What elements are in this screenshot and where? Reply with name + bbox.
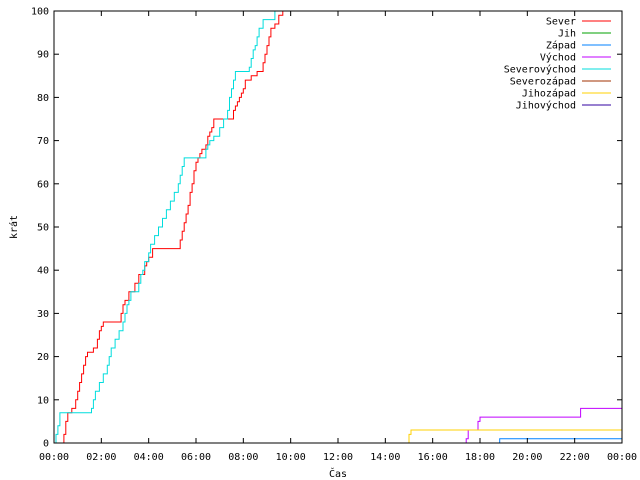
y-tick-label: 80 bbox=[37, 93, 49, 104]
y-tick-label: 90 bbox=[37, 50, 49, 61]
y-tick-label: 40 bbox=[37, 266, 49, 277]
y-tick-label: 60 bbox=[37, 179, 49, 190]
y-tick-label: 20 bbox=[37, 352, 49, 363]
legend-label: Severozápad bbox=[510, 76, 576, 88]
x-tick-label: 12:00 bbox=[323, 452, 353, 463]
y-tick-label: 50 bbox=[37, 223, 49, 234]
legend-label: Jihovýchod bbox=[516, 100, 576, 112]
y-tick-label: 10 bbox=[37, 395, 49, 406]
x-axis-ticks: 00:00 02:00 04:00 06:00 08:00 10:00 12:00 14:00… bbox=[39, 11, 637, 463]
x-tick-label: 04:00 bbox=[134, 452, 164, 463]
x-tick-label: 18:00 bbox=[465, 452, 495, 463]
legend-label: Sever bbox=[546, 17, 576, 28]
x-tick-label: 06:00 bbox=[181, 452, 211, 463]
x-axis-label: Čas bbox=[329, 467, 347, 480]
x-tick-label: 22:00 bbox=[560, 452, 590, 463]
series-line-1 bbox=[61, 10, 622, 444]
legend: SeverJihZápadVýchodSeverovýchodSeverozáp… bbox=[504, 17, 611, 112]
y-axis-label: krát bbox=[8, 215, 20, 239]
x-tick-label: 00:00 bbox=[607, 452, 637, 463]
x-tick-label: 02:00 bbox=[86, 452, 116, 463]
legend-label: Východ bbox=[540, 52, 576, 64]
series-line-5 bbox=[54, 10, 622, 444]
x-tick-label: 10:00 bbox=[276, 452, 306, 463]
legend-label: Jihozápad bbox=[522, 88, 576, 100]
legend-label: Severovýchod bbox=[504, 64, 576, 76]
legend-label: Jih bbox=[558, 29, 576, 40]
y-tick-label: 0 bbox=[43, 439, 49, 450]
x-tick-label: 14:00 bbox=[370, 452, 400, 463]
y-axis-ticks: 0 10 20 30 40 50 60 70 80 90 100 bbox=[31, 7, 622, 450]
y-tick-label: 30 bbox=[37, 309, 49, 320]
x-tick-label: 00:00 bbox=[39, 452, 69, 463]
legend-label: Západ bbox=[546, 40, 576, 52]
series-line-4 bbox=[54, 407, 622, 444]
y-tick-label: 100 bbox=[31, 7, 49, 18]
x-tick-label: 20:00 bbox=[512, 452, 542, 463]
y-tick-label: 70 bbox=[37, 136, 49, 147]
x-tick-label: 08:00 bbox=[228, 452, 258, 463]
x-tick-label: 16:00 bbox=[418, 452, 448, 463]
